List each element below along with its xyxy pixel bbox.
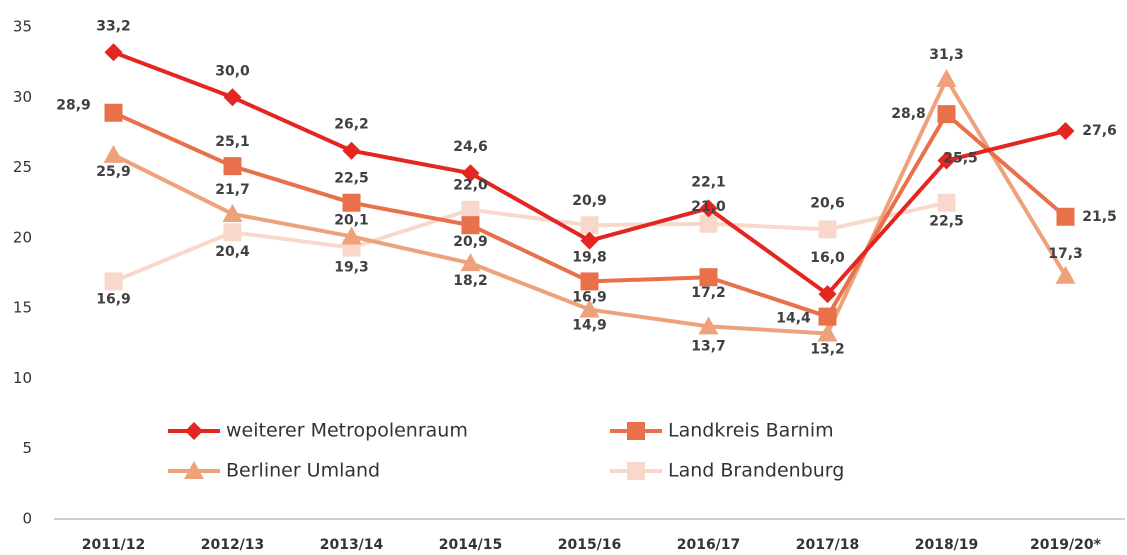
point <box>579 299 600 318</box>
point <box>1056 122 1075 141</box>
point <box>937 151 956 170</box>
data-label: 20,4 <box>215 244 250 260</box>
point <box>936 69 957 88</box>
data-label: 17,2 <box>691 285 726 301</box>
x-tick-label: 2013/14 <box>320 537 384 553</box>
data-label: 28,8 <box>891 106 926 122</box>
point <box>580 216 599 235</box>
data-label: 25,5 <box>943 151 978 167</box>
y-tick-label: 30 <box>13 88 32 106</box>
x-tick-label: 2012/13 <box>201 537 265 553</box>
legend-marker <box>627 462 645 480</box>
point <box>461 200 480 219</box>
legend-label: weiterer Metropolenraum <box>226 420 468 442</box>
data-label: 20,1 <box>334 212 369 228</box>
point <box>104 43 123 62</box>
data-label: 21,5 <box>1082 209 1117 225</box>
legend-label: Berliner Umland <box>226 460 380 482</box>
data-label: 20,6 <box>810 195 845 211</box>
series-line <box>112 200 947 284</box>
x-tick-label: 2017/18 <box>796 537 860 553</box>
point <box>342 193 361 212</box>
data-label: 14,9 <box>572 318 607 334</box>
data-label: 30,0 <box>215 63 250 79</box>
point <box>1056 207 1075 226</box>
point <box>580 272 599 291</box>
point <box>818 285 837 304</box>
data-label: 17,3 <box>1048 246 1083 262</box>
x-tick-label: 2016/17 <box>677 537 741 553</box>
data-label: 24,6 <box>453 139 488 155</box>
point <box>937 105 956 124</box>
data-label: 31,3 <box>929 47 964 63</box>
data-label: 20,9 <box>572 193 607 209</box>
x-tick-label: 2014/15 <box>439 537 503 553</box>
legend-marker <box>184 461 204 479</box>
data-label: 20,9 <box>453 234 488 250</box>
data-label: 25,1 <box>215 134 250 150</box>
point <box>580 231 599 250</box>
legend-label: Land Brandenburg <box>668 460 844 482</box>
point <box>222 203 243 222</box>
y-tick-label: 10 <box>13 369 32 387</box>
y-tick-label: 25 <box>13 158 32 176</box>
point <box>698 316 719 335</box>
y-tick-label: 5 <box>22 439 32 457</box>
data-label: 25,9 <box>96 164 131 180</box>
data-label: 22,5 <box>929 214 964 230</box>
legend-marker <box>627 422 645 440</box>
point <box>1055 265 1076 284</box>
data-label: 22,1 <box>691 174 726 190</box>
point <box>818 220 837 239</box>
legend-marker <box>185 422 203 440</box>
point <box>341 226 362 245</box>
data-label: 16,9 <box>96 291 131 307</box>
point <box>461 216 480 235</box>
point <box>342 141 361 160</box>
point <box>223 157 242 176</box>
x-tick-label: 2019/20* <box>1030 537 1102 553</box>
point <box>103 144 124 163</box>
data-label: 26,2 <box>334 117 369 133</box>
x-tick-label: 2015/16 <box>558 537 622 553</box>
data-label: 19,8 <box>572 250 607 266</box>
point <box>699 214 718 233</box>
data-label: 16,0 <box>810 250 845 266</box>
point <box>223 223 242 242</box>
data-label: 19,3 <box>334 260 369 276</box>
point <box>937 193 956 212</box>
point <box>817 323 838 342</box>
data-label: 13,2 <box>810 341 845 357</box>
data-label: 13,7 <box>691 338 726 354</box>
data-label: 22,5 <box>334 171 369 187</box>
y-tick-label: 15 <box>13 299 32 317</box>
data-label: 21,7 <box>215 182 250 198</box>
x-tick-label: 2011/12 <box>82 537 146 553</box>
point <box>460 253 481 272</box>
data-label: 33,2 <box>96 18 131 34</box>
legend-label: Landkreis Barnim <box>668 420 834 442</box>
data-label: 21,0 <box>691 199 726 215</box>
data-label: 22,0 <box>453 178 488 194</box>
point <box>104 272 123 291</box>
point <box>699 268 718 287</box>
point <box>461 164 480 183</box>
point <box>104 103 123 122</box>
data-label: 18,2 <box>453 273 488 289</box>
point <box>699 199 718 218</box>
data-label: 28,9 <box>56 98 91 114</box>
point <box>223 88 242 107</box>
data-label: 27,6 <box>1082 123 1117 139</box>
y-tick-label: 0 <box>22 510 32 528</box>
y-tick-label: 35 <box>13 18 32 36</box>
point <box>818 307 837 326</box>
data-label: 14,4 <box>776 311 811 327</box>
data-label: 16,9 <box>572 289 607 305</box>
y-tick-label: 20 <box>13 228 32 246</box>
x-tick-label: 2018/19 <box>915 537 979 553</box>
